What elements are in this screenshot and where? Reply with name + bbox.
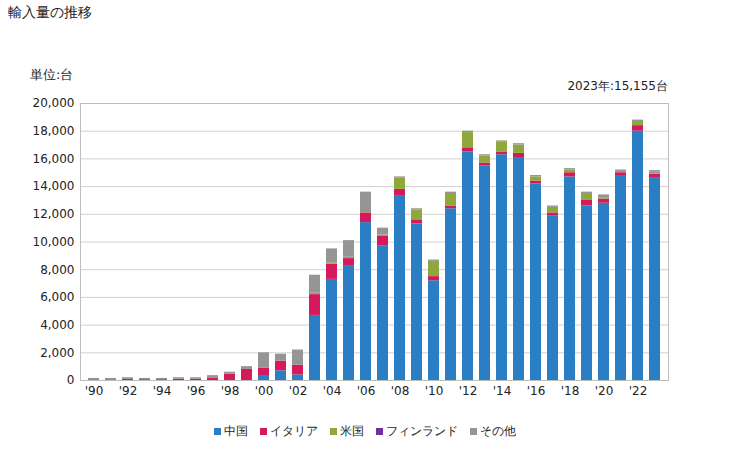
- svg-text:20,000: 20,000: [33, 96, 75, 110]
- svg-text:'22: '22: [629, 384, 648, 398]
- svg-text:'98: '98: [221, 384, 240, 398]
- svg-text:6,000: 6,000: [40, 290, 74, 304]
- svg-text:'08: '08: [391, 384, 410, 398]
- svg-text:'18: '18: [561, 384, 580, 398]
- svg-text:'12: '12: [459, 384, 478, 398]
- svg-text:14,000: 14,000: [33, 179, 75, 193]
- svg-text:0: 0: [67, 373, 75, 387]
- svg-text:'02: '02: [289, 384, 308, 398]
- svg-text:'20: '20: [595, 384, 614, 398]
- html-text:2023年:15,155台: 2023年:15,155台: [567, 79, 668, 93]
- svg-text:18,000: 18,000: [33, 124, 75, 138]
- svg-text:4,000: 4,000: [40, 318, 74, 332]
- svg-text:'10: '10: [425, 384, 444, 398]
- svg-text:'16: '16: [527, 384, 546, 398]
- svg-text:12,000: 12,000: [33, 207, 75, 221]
- svg-text:'04: '04: [323, 384, 342, 398]
- svg-text:'94: '94: [153, 384, 172, 398]
- html-text:米国: 米国: [339, 424, 364, 438]
- html-text:その他: その他: [479, 424, 516, 438]
- html-text:イタリア: イタリア: [269, 424, 318, 438]
- html-text:単位:台: 単位:台: [30, 67, 74, 82]
- html-text:中国: 中国: [223, 424, 248, 438]
- svg-text:'14: '14: [493, 384, 512, 398]
- svg-text:10,000: 10,000: [33, 235, 75, 249]
- svg-text:'06: '06: [357, 384, 376, 398]
- svg-text:2,000: 2,000: [40, 346, 74, 360]
- svg-text:'96: '96: [187, 384, 206, 398]
- svg-text:'90: '90: [85, 384, 104, 398]
- svg-text:8,000: 8,000: [40, 263, 74, 277]
- html-text:輸入量の推移: 輸入量の推移: [8, 4, 92, 20]
- svg-text:'00: '00: [255, 384, 274, 398]
- html-text:フィンランド: フィンランド: [385, 424, 458, 438]
- svg-text:16,000: 16,000: [33, 152, 75, 166]
- svg-text:'92: '92: [119, 384, 138, 398]
